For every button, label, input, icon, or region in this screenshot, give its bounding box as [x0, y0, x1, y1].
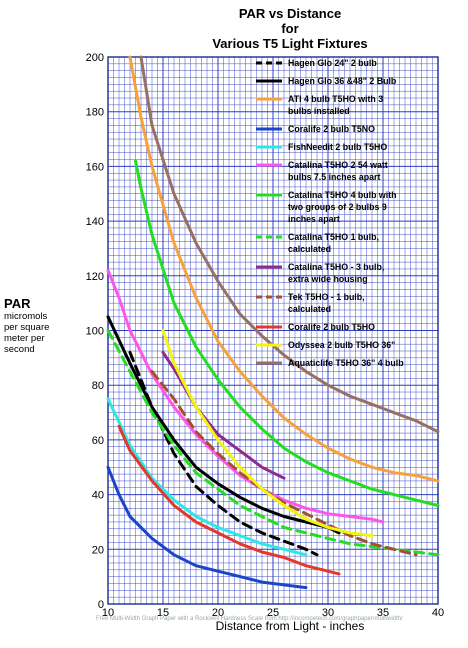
legend-label-1: Hagen Glo 24" 2 bulb [288, 58, 377, 68]
x-tick-label: 20 [212, 607, 224, 619]
series-line-12 [161, 329, 374, 538]
series-line-2 [106, 315, 341, 535]
legend: Hagen Glo 24" 2 bulb Hagen Glo 36 &48" 2 … [256, 58, 404, 368]
series-line-11 [117, 424, 341, 576]
legend-label-6: Catalina T5HO 2 54 watt [288, 160, 388, 170]
y-axis-sub-label-3: meter per [4, 333, 45, 344]
x-tick-label: 40 [432, 607, 444, 619]
y-tick-label: 160 [86, 161, 104, 173]
legend-label-2: Hagen Glo 36 &48" 2 Bulb [288, 76, 397, 86]
y-axis-label: PAR [4, 296, 31, 311]
legend-label-7: inches apart [288, 214, 340, 224]
y-tick-label: 100 [86, 326, 104, 338]
legend-label-4: Coralife 2 bulb T5NO [288, 124, 375, 134]
y-tick-label: 40 [92, 490, 104, 502]
legend-label-7: Catalina T5HO 4 bulb with [288, 190, 397, 200]
x-tick-label: 35 [377, 607, 389, 619]
legend-label-9: Catalina T5HO - 3 bulb, [288, 262, 384, 272]
series-line-4 [106, 465, 308, 590]
y-axis-sub-label-1: micromols [4, 311, 48, 322]
legend-label-12: Odyssea 2 bulb T5HO 36" [288, 340, 395, 350]
legend-label-9: extra wide housing [288, 274, 368, 284]
legend-label-8: Catalina T5HO 1 bulb, [288, 232, 379, 242]
legend-label-8: calculated [288, 244, 331, 254]
y-axis-sub-label-2: per square [4, 322, 50, 333]
series-lines [106, 55, 440, 590]
y-tick-label: 0 [98, 599, 104, 611]
legend-label-7: two groups of 2 bulbs 9 [288, 202, 387, 212]
y-tick-label: 120 [86, 271, 104, 283]
x-tick-label: 10 [102, 607, 114, 619]
series-line-8 [106, 329, 440, 557]
series-line-5 [106, 397, 308, 557]
legend-label-11: Coralife 2 bulb T5HO [288, 322, 375, 332]
legend-label-10: calculated [288, 304, 331, 314]
y-tick-label: 80 [92, 380, 104, 392]
y-tick-label: 60 [92, 435, 104, 447]
legend-label-3: ATI 4 bulb T5HO with 3 [288, 94, 383, 104]
y-axis-label-block: PAR micromols per square meter per secon… [4, 296, 84, 355]
series-line-3 [128, 55, 440, 483]
y-tick-label: 200 [86, 52, 104, 64]
series-line-9 [161, 350, 286, 480]
y-axis-sub-label-4: second [4, 344, 35, 355]
legend-label-5: FishNeedit 2 bulb T5HO [288, 142, 387, 152]
x-tick-label: 25 [267, 607, 279, 619]
x-axis-label: Distance from Light - inches [216, 619, 365, 633]
y-tick-label: 140 [86, 216, 104, 228]
series-line-6 [106, 268, 385, 524]
x-tick-label: 15 [157, 607, 169, 619]
series-line-13 [139, 55, 440, 434]
x-tick-label: 30 [322, 607, 334, 619]
series-line-7 [134, 159, 440, 507]
chart-subtitle-line-1: for [281, 21, 298, 36]
chart-title: PAR vs Distance [239, 6, 341, 21]
legend-label-6: bulbs 7.5 inches apart [288, 172, 380, 182]
watermark: Free Multi-Width Graph Paper with a Rock… [96, 616, 403, 622]
legend-label-10: Tek T5HO - 1 bulb, [288, 292, 365, 302]
legend-label-13: Aquaticlife T5HO 36" 4 bulb [288, 358, 404, 368]
tick-labels: 10 15 20 25 30 35 40 0 20 40 60 80 100 120 140 160 180 20… [86, 52, 444, 619]
y-tick-label: 180 [86, 107, 104, 119]
chart-subtitle-line-2: Various T5 Light Fixtures [212, 36, 367, 51]
series-line-10 [150, 370, 418, 557]
legend-label-3: bulbs installed [288, 106, 350, 116]
y-tick-label: 20 [92, 544, 104, 556]
